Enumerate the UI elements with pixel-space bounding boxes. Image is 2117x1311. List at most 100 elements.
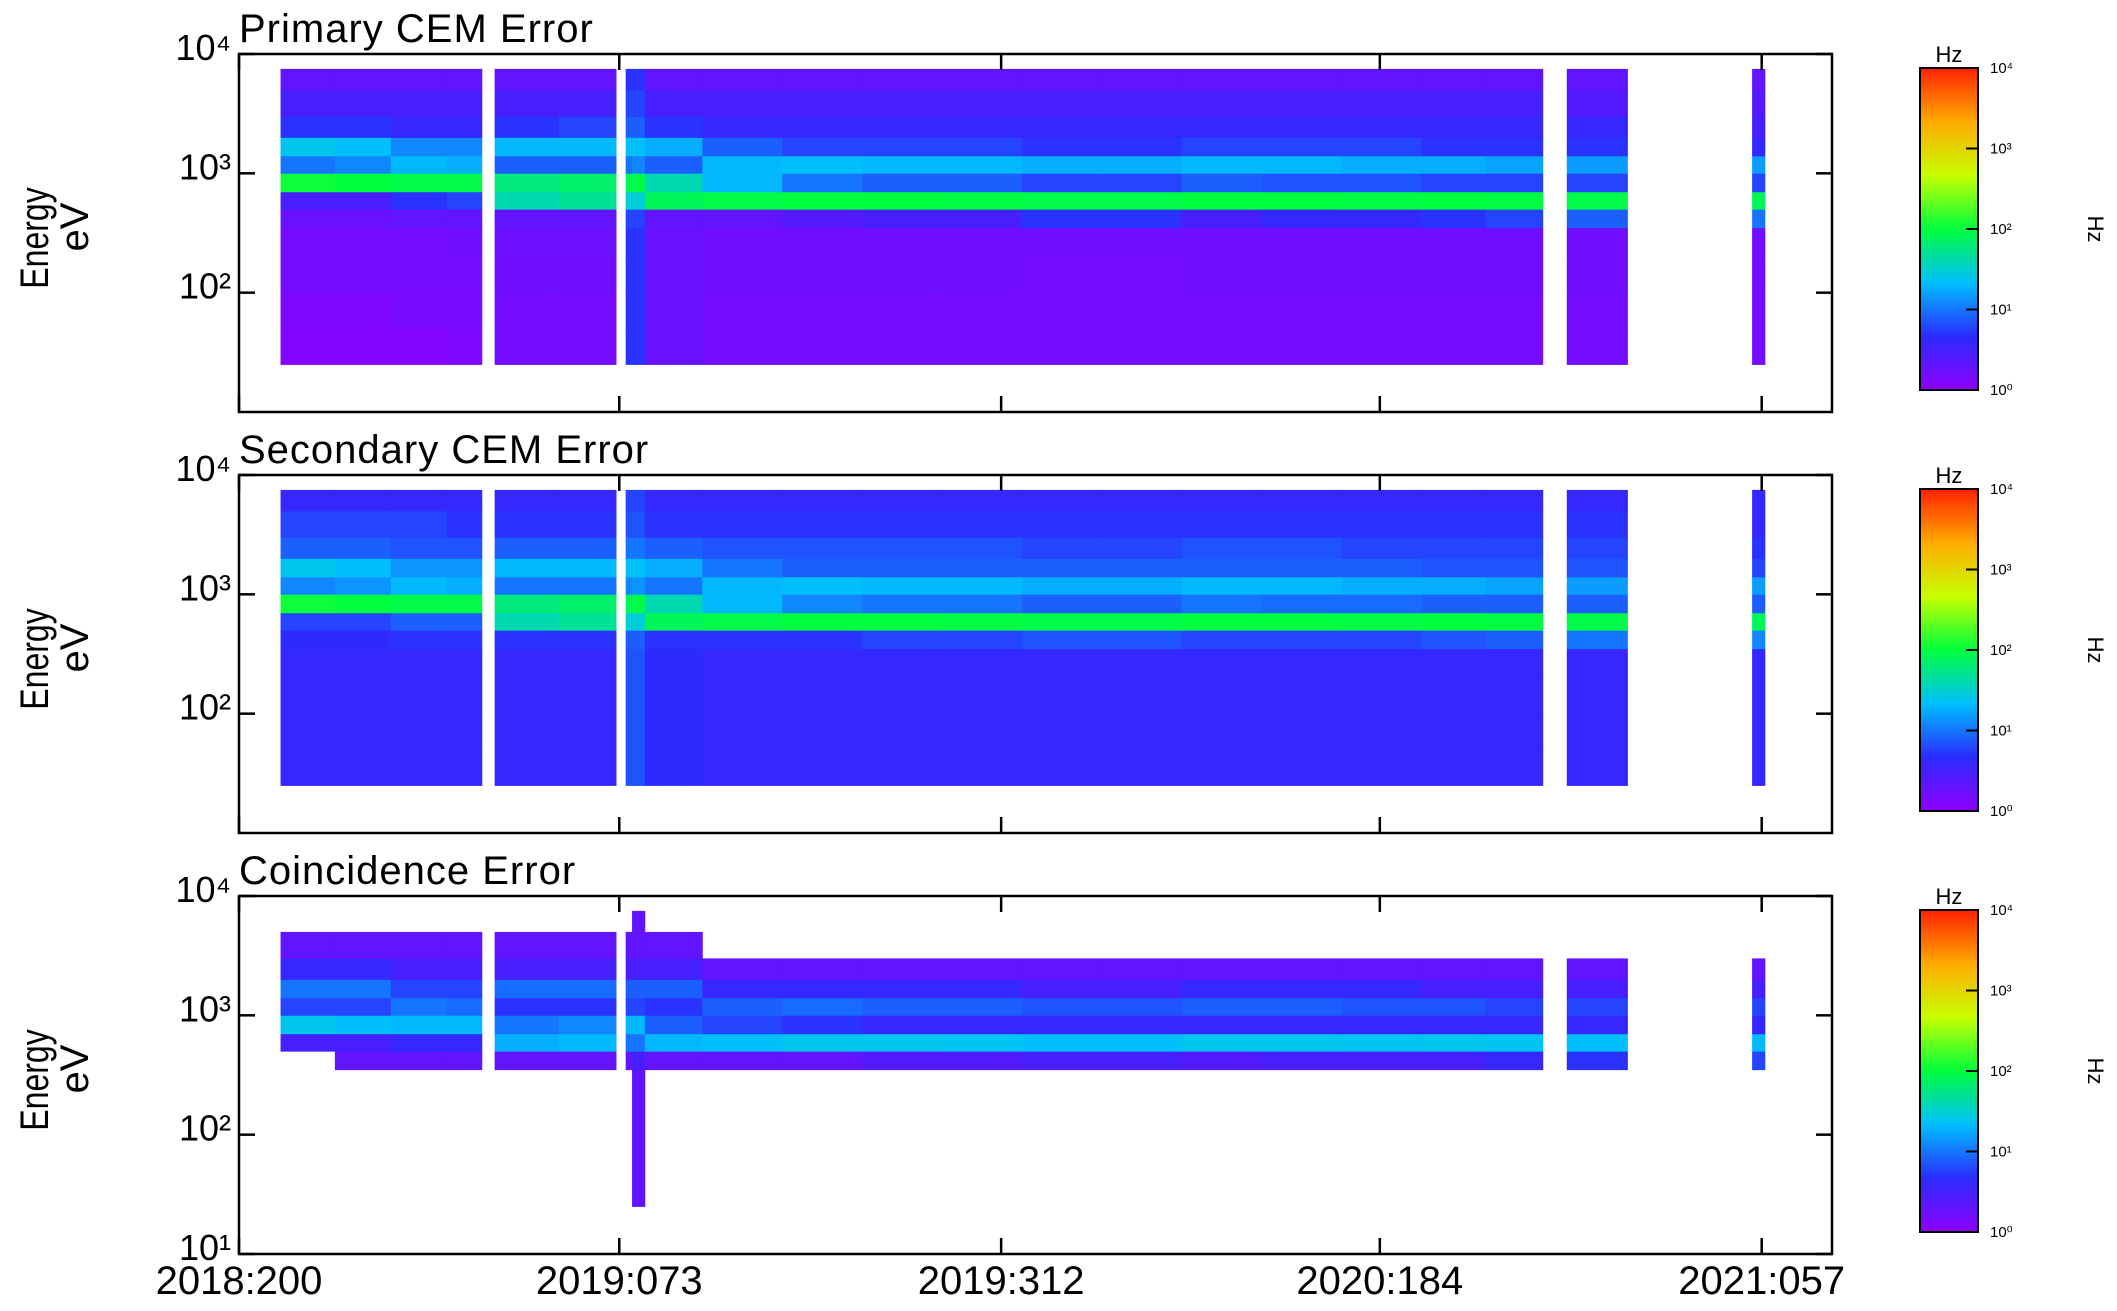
spectrogram-cell — [1485, 209, 1544, 229]
spectrogram-cell — [1421, 713, 1486, 750]
spectrogram-cell — [1101, 292, 1183, 329]
spectrogram-cell — [1566, 630, 1628, 650]
y-axis-unit: eV — [53, 202, 97, 251]
spectrogram-cell — [1341, 749, 1422, 786]
spectrogram-cell — [644, 713, 703, 750]
spectrogram-cell — [280, 749, 336, 786]
spectrogram-cell — [494, 137, 559, 157]
spectrogram-cell — [1485, 510, 1544, 538]
spectrogram-cell — [1101, 510, 1183, 538]
colorbar-side-label: Hz — [2083, 637, 2108, 664]
spectrogram-cell — [1752, 256, 1766, 294]
spectrogram-cell — [390, 958, 448, 980]
spectrogram-cell — [625, 576, 633, 595]
spectrogram-cell — [782, 558, 863, 578]
spectrogram-cell — [1341, 256, 1422, 294]
x-tick-label: 2018:200 — [156, 1259, 323, 1303]
spectrogram-cell — [446, 677, 483, 715]
spectrogram-cell — [625, 537, 633, 559]
spectrogram-cell — [1101, 576, 1183, 595]
spectrogram-cell — [862, 979, 943, 999]
spectrogram-cell — [1021, 1033, 1103, 1052]
spectrogram-cell — [625, 510, 633, 538]
spectrogram-cell — [862, 558, 943, 578]
spectrogram-cell — [1021, 328, 1103, 365]
spectrogram-cell — [446, 594, 483, 614]
spectrogram-cell — [942, 958, 1023, 980]
spectrogram-cell — [1021, 510, 1103, 538]
spectrogram-cell — [1566, 576, 1628, 595]
spectrogram-cell — [558, 1051, 617, 1071]
spectrogram-cell — [942, 537, 1023, 559]
spectrogram-cell — [1021, 68, 1103, 91]
spectrogram-cell — [1566, 89, 1628, 117]
y-axis-label: Energy — [12, 187, 57, 289]
spectrogram-cell — [1101, 1051, 1183, 1071]
spectrogram-cell — [702, 227, 783, 258]
colorbar-tick-label: 10³ — [1990, 983, 2012, 1000]
spectrogram-cell — [942, 227, 1023, 258]
spectrogram-cell — [942, 713, 1023, 750]
spectrogram-cell — [390, 558, 448, 578]
spectrogram-cell — [1341, 173, 1422, 193]
spectrogram-cell — [1181, 997, 1262, 1016]
spectrogram-cell — [1021, 89, 1103, 117]
spectrogram-cell — [1566, 173, 1628, 193]
spectrogram-cell — [942, 997, 1023, 1016]
spectrogram-cell — [280, 116, 336, 138]
colorbar-title: Hz — [1936, 884, 1963, 909]
spectrogram-cell — [494, 537, 559, 559]
spectrogram-cell — [558, 931, 617, 959]
spectrogram-cell — [1021, 489, 1103, 512]
spectrogram-cell — [1181, 173, 1262, 193]
spectrogram-cell — [494, 209, 559, 229]
colorbar-side-label: Hz — [2083, 216, 2108, 243]
spectrogram-cell — [1485, 612, 1544, 631]
spectrogram-cell — [390, 68, 448, 91]
spectrogram-cell — [334, 227, 392, 258]
spectrogram-cell — [1485, 713, 1544, 750]
spectrogram-cell — [1341, 979, 1422, 999]
y-tick-label: 10¹ — [179, 1227, 231, 1268]
spectrogram-cell — [942, 1015, 1023, 1035]
y-tick-label: 10² — [179, 1108, 231, 1149]
spectrogram-cell — [1261, 89, 1342, 117]
spectrogram-cell — [446, 155, 483, 174]
spectrogram-cell — [1021, 173, 1103, 193]
spectrogram-cell — [390, 116, 448, 138]
colorbar-side-label: Hz — [2083, 1058, 2108, 1085]
spectrogram-cell — [1261, 292, 1342, 329]
spectrogram-cell — [1485, 256, 1544, 294]
spectrogram-cell — [558, 958, 617, 980]
spectrogram-cell — [494, 1051, 559, 1071]
x-tick-label: 2020:184 — [1296, 1259, 1463, 1303]
spectrogram-cell — [1261, 137, 1342, 157]
spectrogram-cell — [1021, 648, 1103, 679]
spectrogram-cell — [1101, 648, 1183, 679]
spectrogram-cell — [446, 979, 483, 999]
spectrogram-cell — [632, 256, 646, 294]
spectrogram-cell — [632, 630, 646, 650]
spectrogram-cell — [942, 173, 1023, 193]
spectrogram-cell — [1181, 137, 1262, 157]
spectrogram-cell — [1566, 537, 1628, 559]
spectrogram-cell — [1566, 677, 1628, 715]
spectrogram-cell — [862, 510, 943, 538]
spectrogram-cell — [1752, 648, 1766, 679]
spectrogram-cell — [644, 68, 703, 91]
spectrogram-cell — [1566, 713, 1628, 750]
spectrogram-cell — [1181, 677, 1262, 715]
spectrogram-cell — [862, 630, 943, 650]
spectrogram-cell — [280, 256, 336, 294]
spectrogram-cell — [782, 1015, 863, 1035]
spectrogram-cell — [390, 997, 448, 1016]
colorbar-tick-label: 10¹ — [1990, 723, 2012, 740]
y-tick-label: 10³ — [179, 146, 231, 187]
spectrogram-cell — [446, 630, 483, 650]
spectrogram-cell — [1421, 958, 1486, 980]
spectrogram-cell — [644, 173, 703, 193]
spectrogram-cell — [390, 594, 448, 614]
spectrogram-cell — [702, 537, 783, 559]
spectrogram-cell — [558, 116, 617, 138]
spectrogram-cell — [1181, 612, 1262, 631]
